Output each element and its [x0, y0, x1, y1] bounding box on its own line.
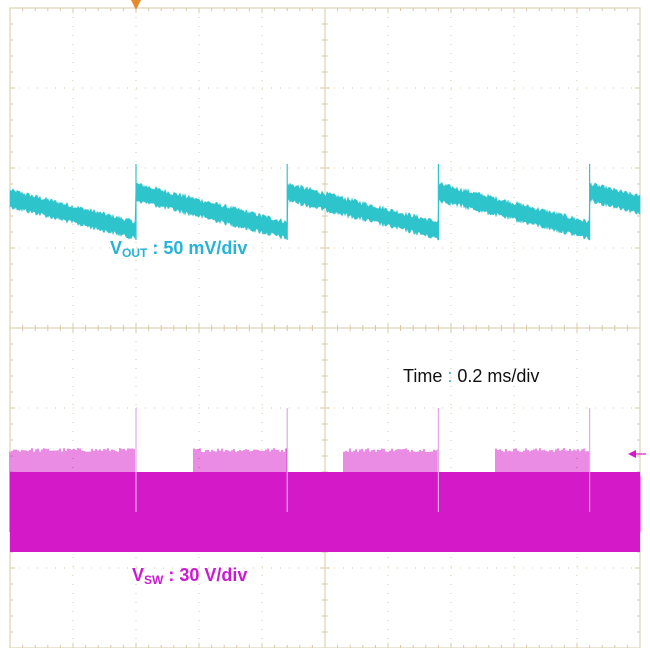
markers — [131, 0, 646, 458]
time-label-word: Time — [403, 366, 443, 386]
vout-label-scale: : 50 mV/div — [152, 238, 248, 258]
vout-scale-label: VOUT : 50 mV/div — [110, 238, 247, 260]
vout-label-main: V — [110, 238, 123, 258]
time-scale-label: Time : 0.2 ms/div — [403, 366, 539, 387]
vout-label-sub: OUT — [122, 246, 148, 260]
vout-trace — [9, 182, 641, 241]
vsw-label-main: V — [132, 565, 145, 585]
vsw-level-marker — [628, 450, 636, 458]
vsw-label-scale: : 30 V/div — [168, 565, 248, 585]
vsw-label-sub: SW — [144, 573, 164, 587]
traces — [9, 164, 641, 552]
vsw-band — [10, 472, 640, 552]
time-label-separator: : — [447, 366, 453, 386]
time-label-value: 0.2 ms/div — [457, 366, 540, 386]
trigger-marker — [131, 0, 141, 10]
vsw-scale-label: VSW : 30 V/div — [132, 565, 247, 587]
